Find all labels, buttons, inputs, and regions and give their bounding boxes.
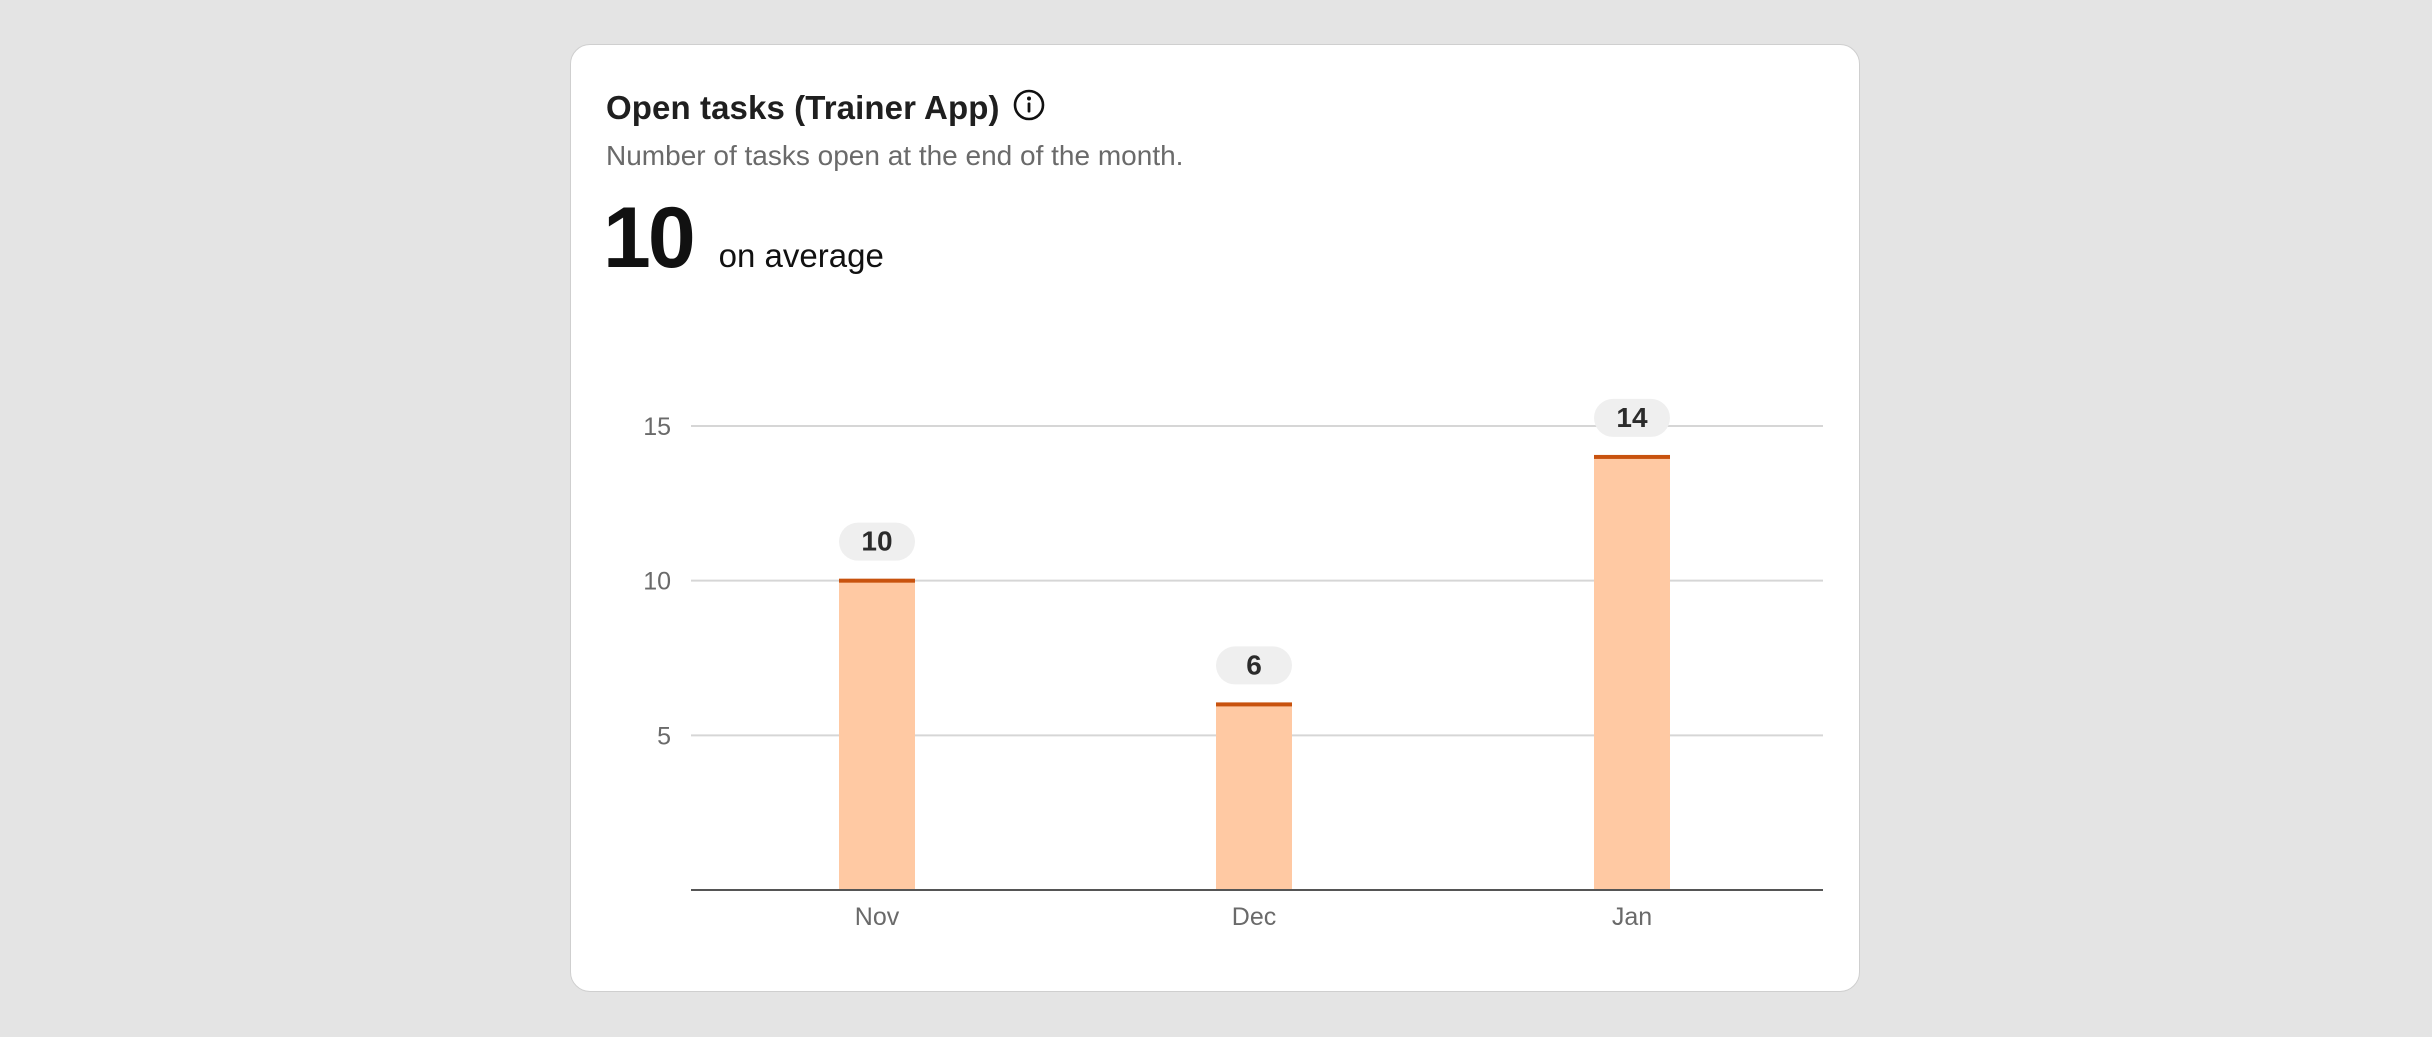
open-tasks-card: Open tasks (Trainer App) Number of tasks…	[570, 44, 1860, 992]
stat-value: 10	[603, 190, 696, 286]
x-tick-label: Jan	[1612, 903, 1652, 931]
bar	[839, 580, 915, 890]
bar	[1216, 704, 1292, 890]
bar-top-line	[839, 578, 915, 583]
data-label: 6	[1246, 649, 1262, 680]
data-label-pill	[839, 522, 915, 561]
card-header: Open tasks (Trainer App)	[606, 89, 1046, 127]
x-tick-label: Dec	[1232, 903, 1276, 931]
data-label-pill	[1594, 398, 1670, 437]
y-tick-label: 5	[657, 722, 671, 750]
data-label: 14	[1616, 402, 1648, 433]
x-tick-label: Nov	[855, 903, 900, 931]
bar-top-line	[1594, 454, 1670, 459]
y-tick-label: 10	[643, 568, 671, 596]
bar-top-line	[1216, 702, 1292, 707]
summary-stat: 10 on average	[603, 195, 884, 281]
data-label-pill	[1216, 646, 1292, 685]
card-subtitle: Number of tasks open at the end of the m…	[606, 140, 1184, 171]
data-label: 10	[861, 526, 892, 557]
info-icon[interactable]	[1012, 88, 1046, 122]
y-tick-label: 15	[643, 413, 671, 441]
card-title: Open tasks (Trainer App)	[606, 89, 1000, 126]
bar	[1594, 456, 1670, 890]
bar-chart: 5 10 15 10 Nov 6 Dec 14 Jan	[643, 398, 1823, 931]
stat-label: on average	[718, 237, 884, 274]
